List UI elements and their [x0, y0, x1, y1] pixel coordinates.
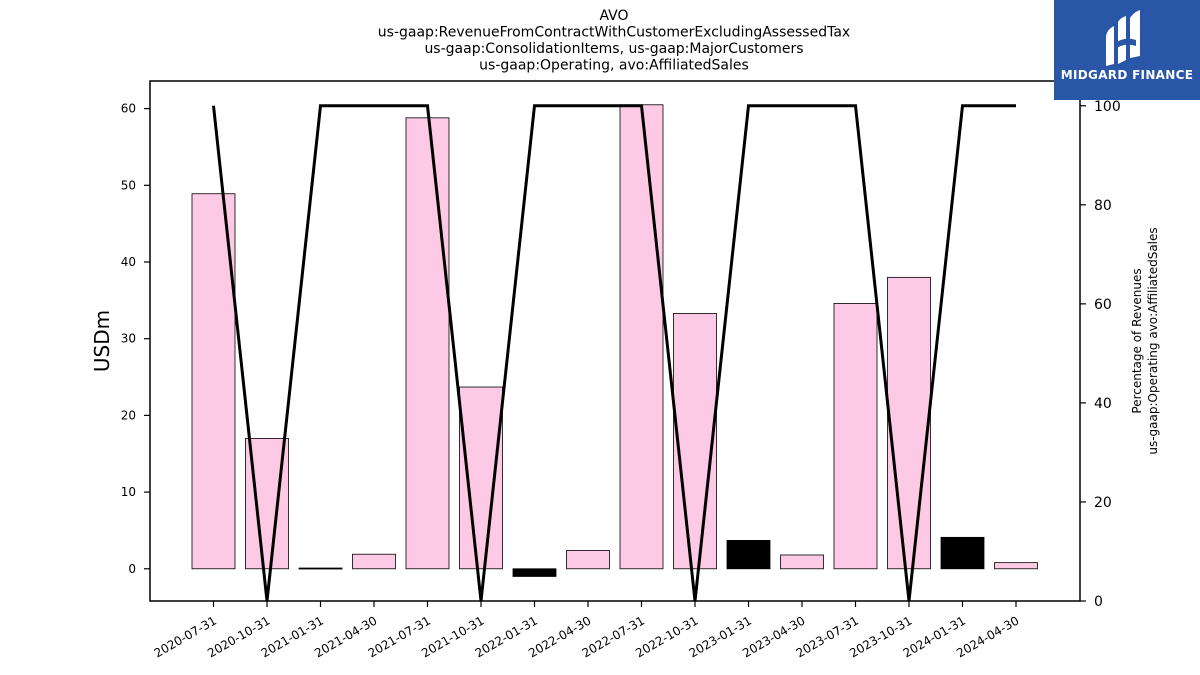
- bars: [191, 104, 1038, 577]
- percentage-line-path: [212, 104, 1016, 602]
- bar-2022-01-31: [512, 568, 557, 577]
- y-axis-label-right: Percentage of Revenues us-gaap:Operating …: [1130, 227, 1160, 454]
- bar-2021-10-31: [459, 386, 503, 570]
- title-line-1: us-gaap:RevenueFromContractWithCustomerE…: [378, 25, 850, 41]
- left-axis-ticks: 0 10 20 30 40 50 60: [121, 102, 150, 576]
- left-tick-label: 50: [121, 178, 136, 192]
- right-tick-label: 0: [1094, 594, 1103, 610]
- right-tick-label: 40: [1094, 396, 1112, 412]
- bar-2023-10-31: [887, 276, 931, 570]
- bar-2023-01-31: [726, 540, 771, 570]
- logo-mark-icon: [1106, 10, 1140, 66]
- left-tick-label: 0: [128, 562, 136, 576]
- chart-title: AVOus-gaap:RevenueFromContractWithCustom…: [378, 8, 850, 74]
- right-axis-ticks: 0 20 40 60 80 100: [1080, 99, 1121, 610]
- bar-2020-07-31: [191, 193, 236, 570]
- y-axis-label-left: USDm: [90, 310, 114, 372]
- bar-2024-04-30: [994, 562, 1038, 570]
- right-tick-label: 80: [1094, 198, 1112, 214]
- bar-2022-04-30: [566, 549, 610, 570]
- y-axis-label-right-line-1: us-gaap:Operating avo:AffiliatedSales: [1146, 227, 1160, 454]
- bar-2022-07-31: [619, 104, 664, 570]
- left-tick-label: 30: [121, 332, 136, 346]
- logo-text: MIDGARD FINANCE: [1060, 68, 1194, 82]
- left-tick-label: 20: [121, 408, 136, 422]
- title-line-3: us-gaap:Operating, avo:AffiliatedSales: [479, 58, 749, 74]
- midgard-finance-logo: MIDGARD FINANCE: [1054, 0, 1200, 100]
- bar-2023-07-31: [833, 303, 878, 570]
- bar-2023-04-30: [780, 554, 824, 570]
- x-axis-ticks: 2020-07-312020-10-312021-01-312021-04-30…: [152, 601, 1022, 660]
- bar-2022-10-31: [673, 312, 717, 570]
- title-line-2: us-gaap:ConsolidationItems, us-gaap:Majo…: [424, 41, 803, 57]
- bar-2021-01-31: [298, 567, 343, 570]
- y-axis-label-right-line-0: Percentage of Revenues: [1130, 268, 1144, 413]
- bar-2024-01-31: [940, 536, 985, 570]
- left-tick-label: 60: [121, 102, 136, 116]
- title-line-0: AVO: [599, 8, 628, 24]
- bar-2021-07-31: [405, 117, 450, 570]
- right-tick-label: 100: [1094, 99, 1121, 115]
- left-tick-label: 40: [121, 255, 136, 269]
- plot-frame: [149, 80, 1081, 602]
- left-tick-label: 10: [121, 485, 136, 499]
- percentage-line: [212, 104, 1016, 602]
- bar-2021-04-30: [352, 553, 396, 570]
- right-tick-label: 60: [1094, 297, 1112, 313]
- right-tick-label: 20: [1094, 495, 1112, 511]
